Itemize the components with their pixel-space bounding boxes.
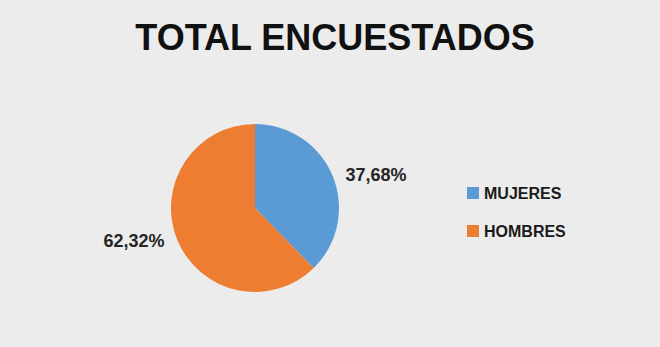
svg-text:HOMBRES: HOMBRES	[484, 223, 566, 240]
svg-text:TOTAL ENCUESTADOS: TOTAL ENCUESTADOS	[135, 17, 534, 58]
svg-text:MUJERES: MUJERES	[484, 185, 562, 202]
svg-text:62,32%: 62,32%	[103, 231, 164, 251]
svg-text:37,68%: 37,68%	[345, 165, 406, 185]
